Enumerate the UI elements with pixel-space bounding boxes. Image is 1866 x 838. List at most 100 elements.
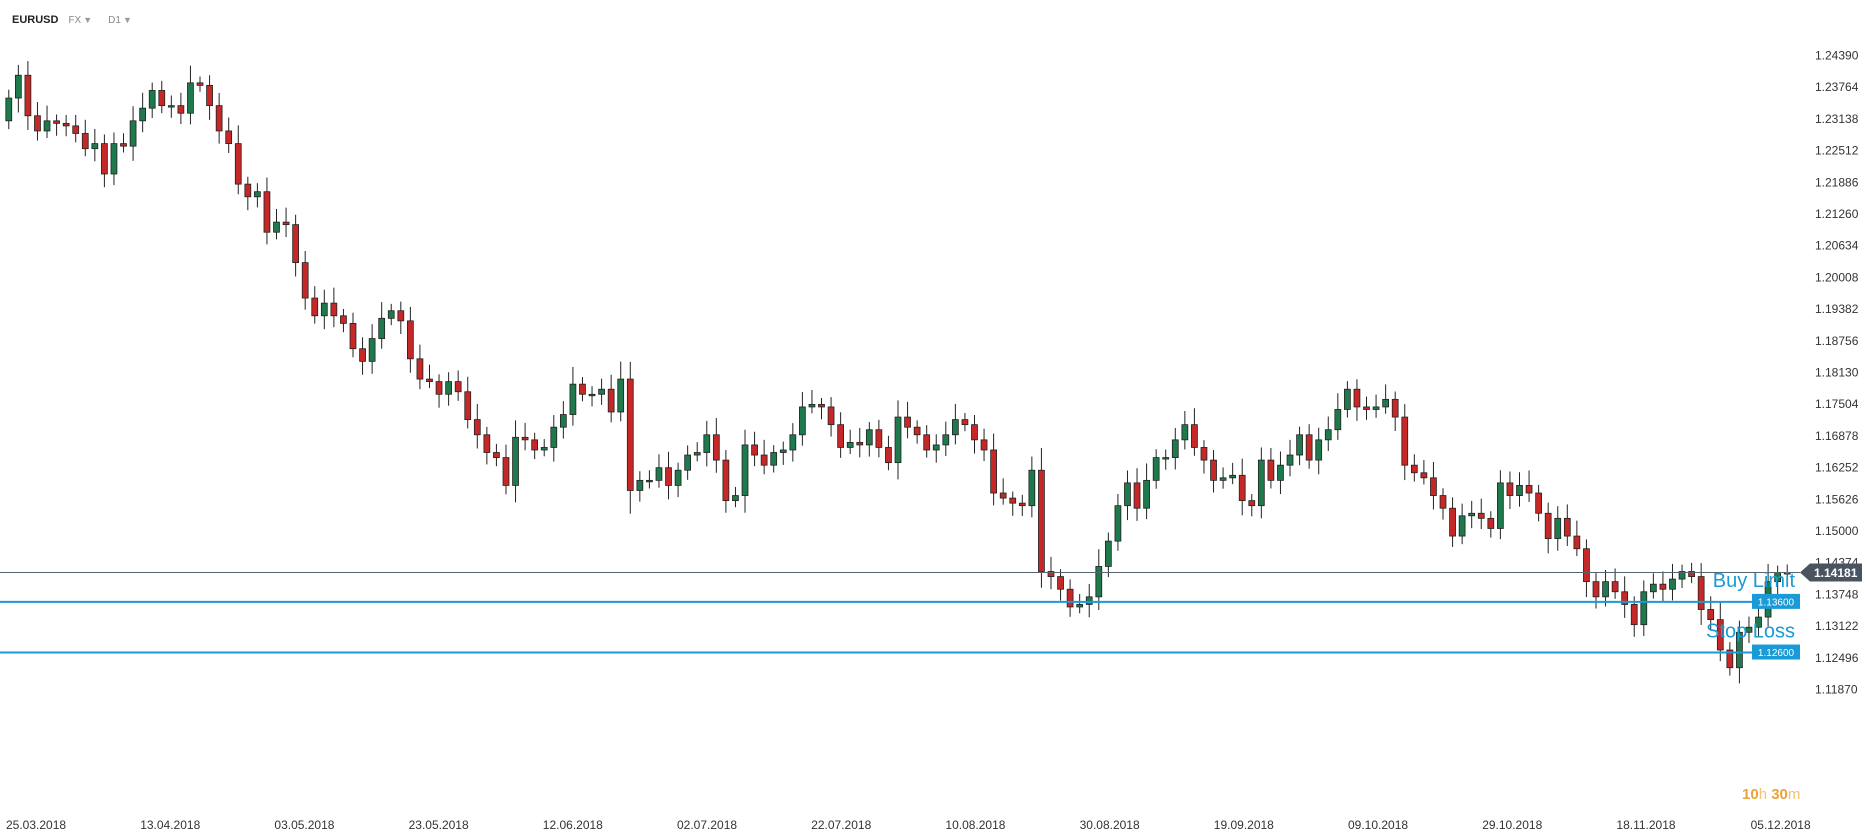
bear-candle-body — [1248, 500, 1256, 507]
candle — [1324, 416, 1332, 451]
candle — [693, 442, 701, 462]
candle — [1688, 562, 1695, 584]
bear-candle-body — [340, 315, 347, 324]
candle — [215, 92, 223, 144]
candle — [1477, 498, 1485, 529]
candle — [1018, 494, 1026, 517]
x-tick-label: 23.05.2018 — [409, 818, 469, 832]
bear-candle-body — [1563, 517, 1571, 537]
bear-candle-body — [1659, 583, 1667, 590]
candle — [24, 61, 32, 130]
candle — [349, 312, 357, 358]
candle — [1516, 472, 1523, 507]
candle — [588, 386, 596, 407]
y-axis: 1.24390 1.23764 1.23138 1.22512 1.21886 1.212… — [1815, 49, 1859, 697]
candle — [579, 377, 586, 402]
bear-candle-body — [1716, 619, 1724, 651]
candle — [416, 344, 424, 390]
bear-candle-body — [311, 297, 319, 317]
y-tick-label: 1.20634 — [1815, 239, 1859, 253]
order-line[interactable]: Stop Loss 1.12600 — [0, 621, 1800, 660]
candles-layer — [5, 61, 1791, 684]
order-line[interactable]: Buy Limit 1.13600 — [0, 570, 1800, 609]
x-tick-label: 03.05.2018 — [274, 818, 334, 832]
market-selector[interactable]: FX ▼ — [68, 15, 93, 26]
candle — [703, 420, 711, 467]
candle — [1602, 569, 1609, 607]
candle — [435, 374, 443, 408]
bear-candle-body — [53, 120, 60, 124]
candle — [311, 286, 319, 324]
candle — [674, 462, 682, 498]
candle — [961, 413, 969, 432]
bear-candle-body — [1573, 535, 1581, 550]
candle — [139, 92, 147, 133]
bull-candle-body — [1286, 454, 1294, 466]
candle — [1554, 506, 1562, 551]
bear-candle-body — [483, 434, 491, 453]
bull-candle-body — [1372, 406, 1380, 410]
bull-candle-body — [129, 120, 137, 147]
bear-candle-body — [1238, 474, 1246, 502]
bull-candle-body — [387, 310, 395, 319]
bear-candle-body — [34, 115, 41, 132]
bull-candle-body — [187, 82, 194, 114]
candle — [1200, 440, 1208, 474]
x-tick-label: 02.07.2018 — [677, 818, 737, 832]
candle — [91, 128, 99, 162]
bear-candle-body — [464, 391, 472, 420]
bear-candle-body — [1353, 388, 1361, 408]
candle — [1497, 470, 1504, 540]
candle — [282, 207, 290, 238]
bull-candle-body — [1678, 571, 1686, 580]
y-tick-label: 1.16252 — [1815, 461, 1859, 475]
candle — [1162, 449, 1170, 470]
symbol-selector[interactable]: EURUSD — [12, 14, 59, 26]
candle — [1143, 463, 1150, 520]
candle — [225, 117, 233, 153]
candle — [1611, 568, 1619, 599]
bull-candle-body — [91, 143, 99, 150]
bear-candle-body — [435, 381, 443, 395]
candle — [684, 445, 692, 480]
candle — [1563, 504, 1571, 546]
bear-candle-body — [1583, 548, 1590, 583]
bear-candle-body — [1210, 459, 1217, 481]
y-tick-label: 1.12496 — [1815, 651, 1859, 665]
candle — [770, 445, 778, 473]
bull-candle-body — [674, 469, 682, 486]
candle — [81, 119, 89, 157]
bull-candle-body — [1516, 485, 1523, 496]
bear-candle-body — [282, 221, 290, 226]
bull-candle-body — [559, 414, 567, 428]
candle — [387, 303, 395, 326]
bull-candle-body — [779, 449, 787, 453]
y-tick-label: 1.23764 — [1815, 80, 1859, 94]
bear-candle-body — [62, 122, 70, 127]
bear-candle-body — [1592, 581, 1600, 598]
bear-candle-body — [751, 444, 758, 456]
candle — [512, 420, 519, 503]
y-tick-label: 1.11870 — [1815, 683, 1858, 697]
candle — [1257, 447, 1265, 519]
bull-candle-body — [865, 429, 873, 446]
candle — [1363, 396, 1370, 420]
bear-candle-body — [292, 224, 299, 264]
candle — [292, 214, 299, 277]
bear-candle-body — [1697, 576, 1705, 610]
candle — [913, 420, 921, 444]
timeframe-selector[interactable]: D1 ▼ — [108, 15, 132, 26]
x-tick-label: 29.10.2018 — [1482, 818, 1542, 832]
bull-candle-body — [1257, 459, 1265, 507]
candle — [1210, 449, 1217, 493]
candle — [464, 376, 472, 429]
candle — [1114, 494, 1122, 551]
bear-candle-body — [225, 130, 233, 145]
candle — [5, 89, 13, 130]
bull-candle-body — [14, 74, 22, 99]
candle — [1649, 573, 1657, 599]
bear-candle-body — [349, 322, 357, 350]
bull-candle-body — [1334, 409, 1342, 431]
x-tick-label: 10.08.2018 — [945, 818, 1005, 832]
